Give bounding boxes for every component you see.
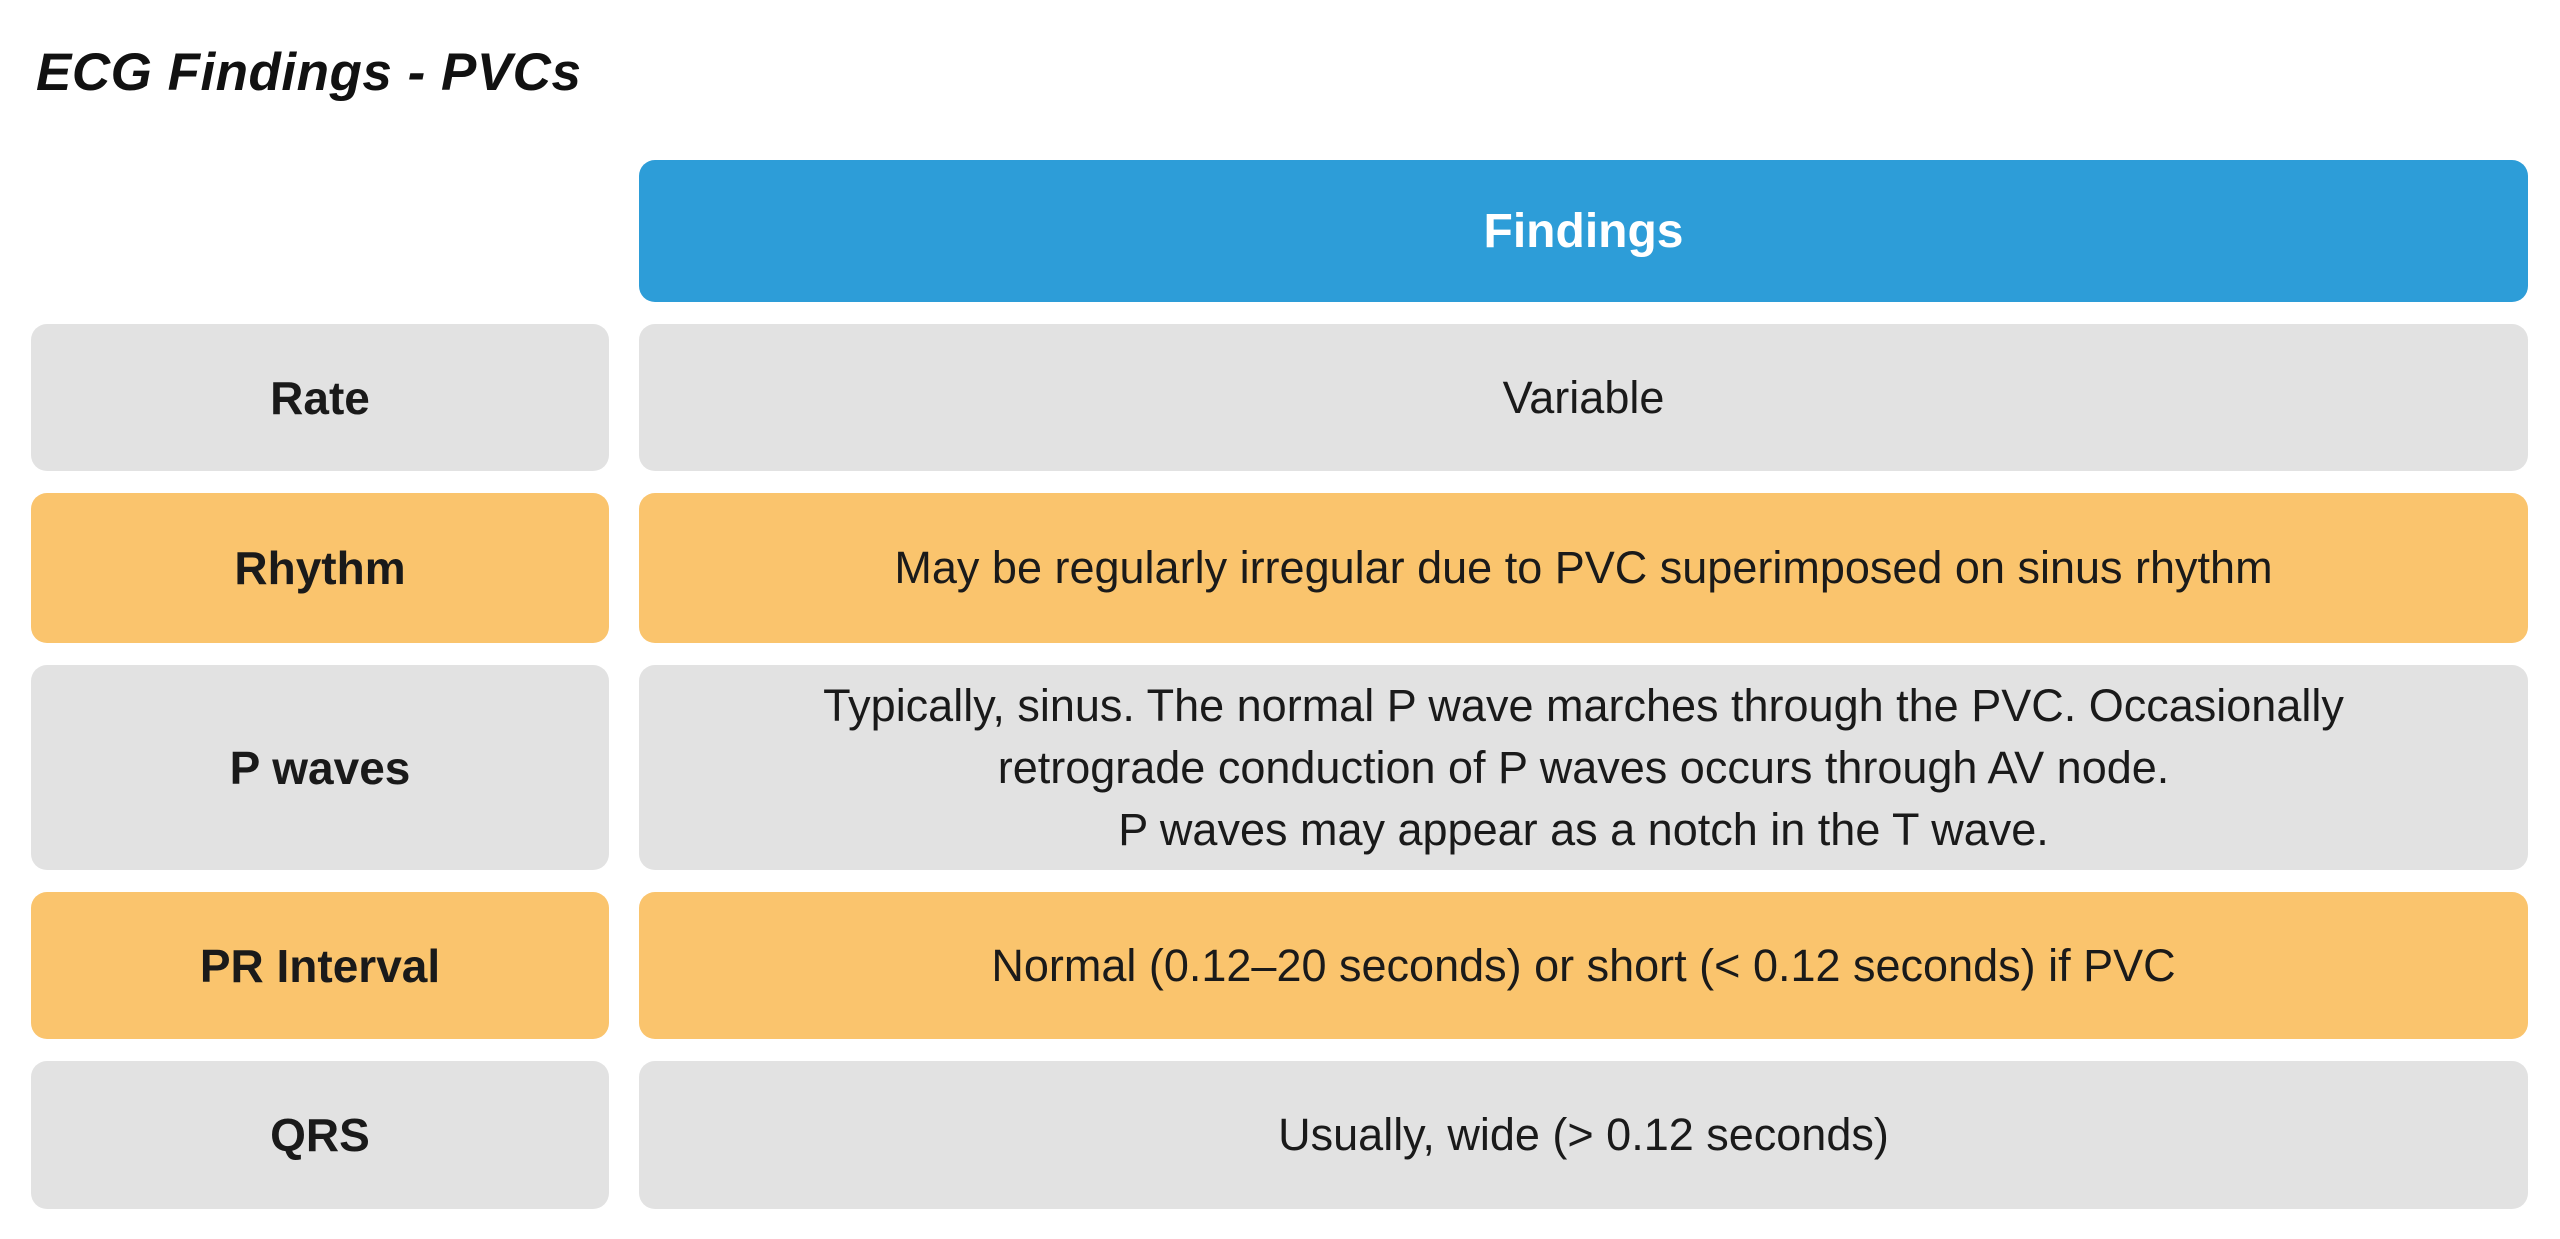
row-label-p-waves: P waves <box>31 665 609 870</box>
row-label-rhythm: Rhythm <box>31 493 609 643</box>
ecg-findings-table: Findings Rate Variable Rhythm May be reg… <box>31 160 2528 1209</box>
row-label-qrs: QRS <box>31 1061 609 1209</box>
row-label-rate: Rate <box>31 324 609 471</box>
row-value-qrs: Usually, wide (> 0.12 seconds) <box>639 1061 2528 1209</box>
row-value-p-waves: Typically, sinus. The normal P wave marc… <box>639 665 2528 870</box>
row-value-rate: Variable <box>639 324 2528 471</box>
findings-column-header: Findings <box>639 160 2528 302</box>
row-value-rhythm: May be regularly irregular due to PVC su… <box>639 493 2528 643</box>
row-value-pr-interval: Normal (0.12–20 seconds) or short (< 0.1… <box>639 892 2528 1039</box>
page-title: ECG Findings - PVCs <box>36 42 582 102</box>
row-label-pr-interval: PR Interval <box>31 892 609 1039</box>
